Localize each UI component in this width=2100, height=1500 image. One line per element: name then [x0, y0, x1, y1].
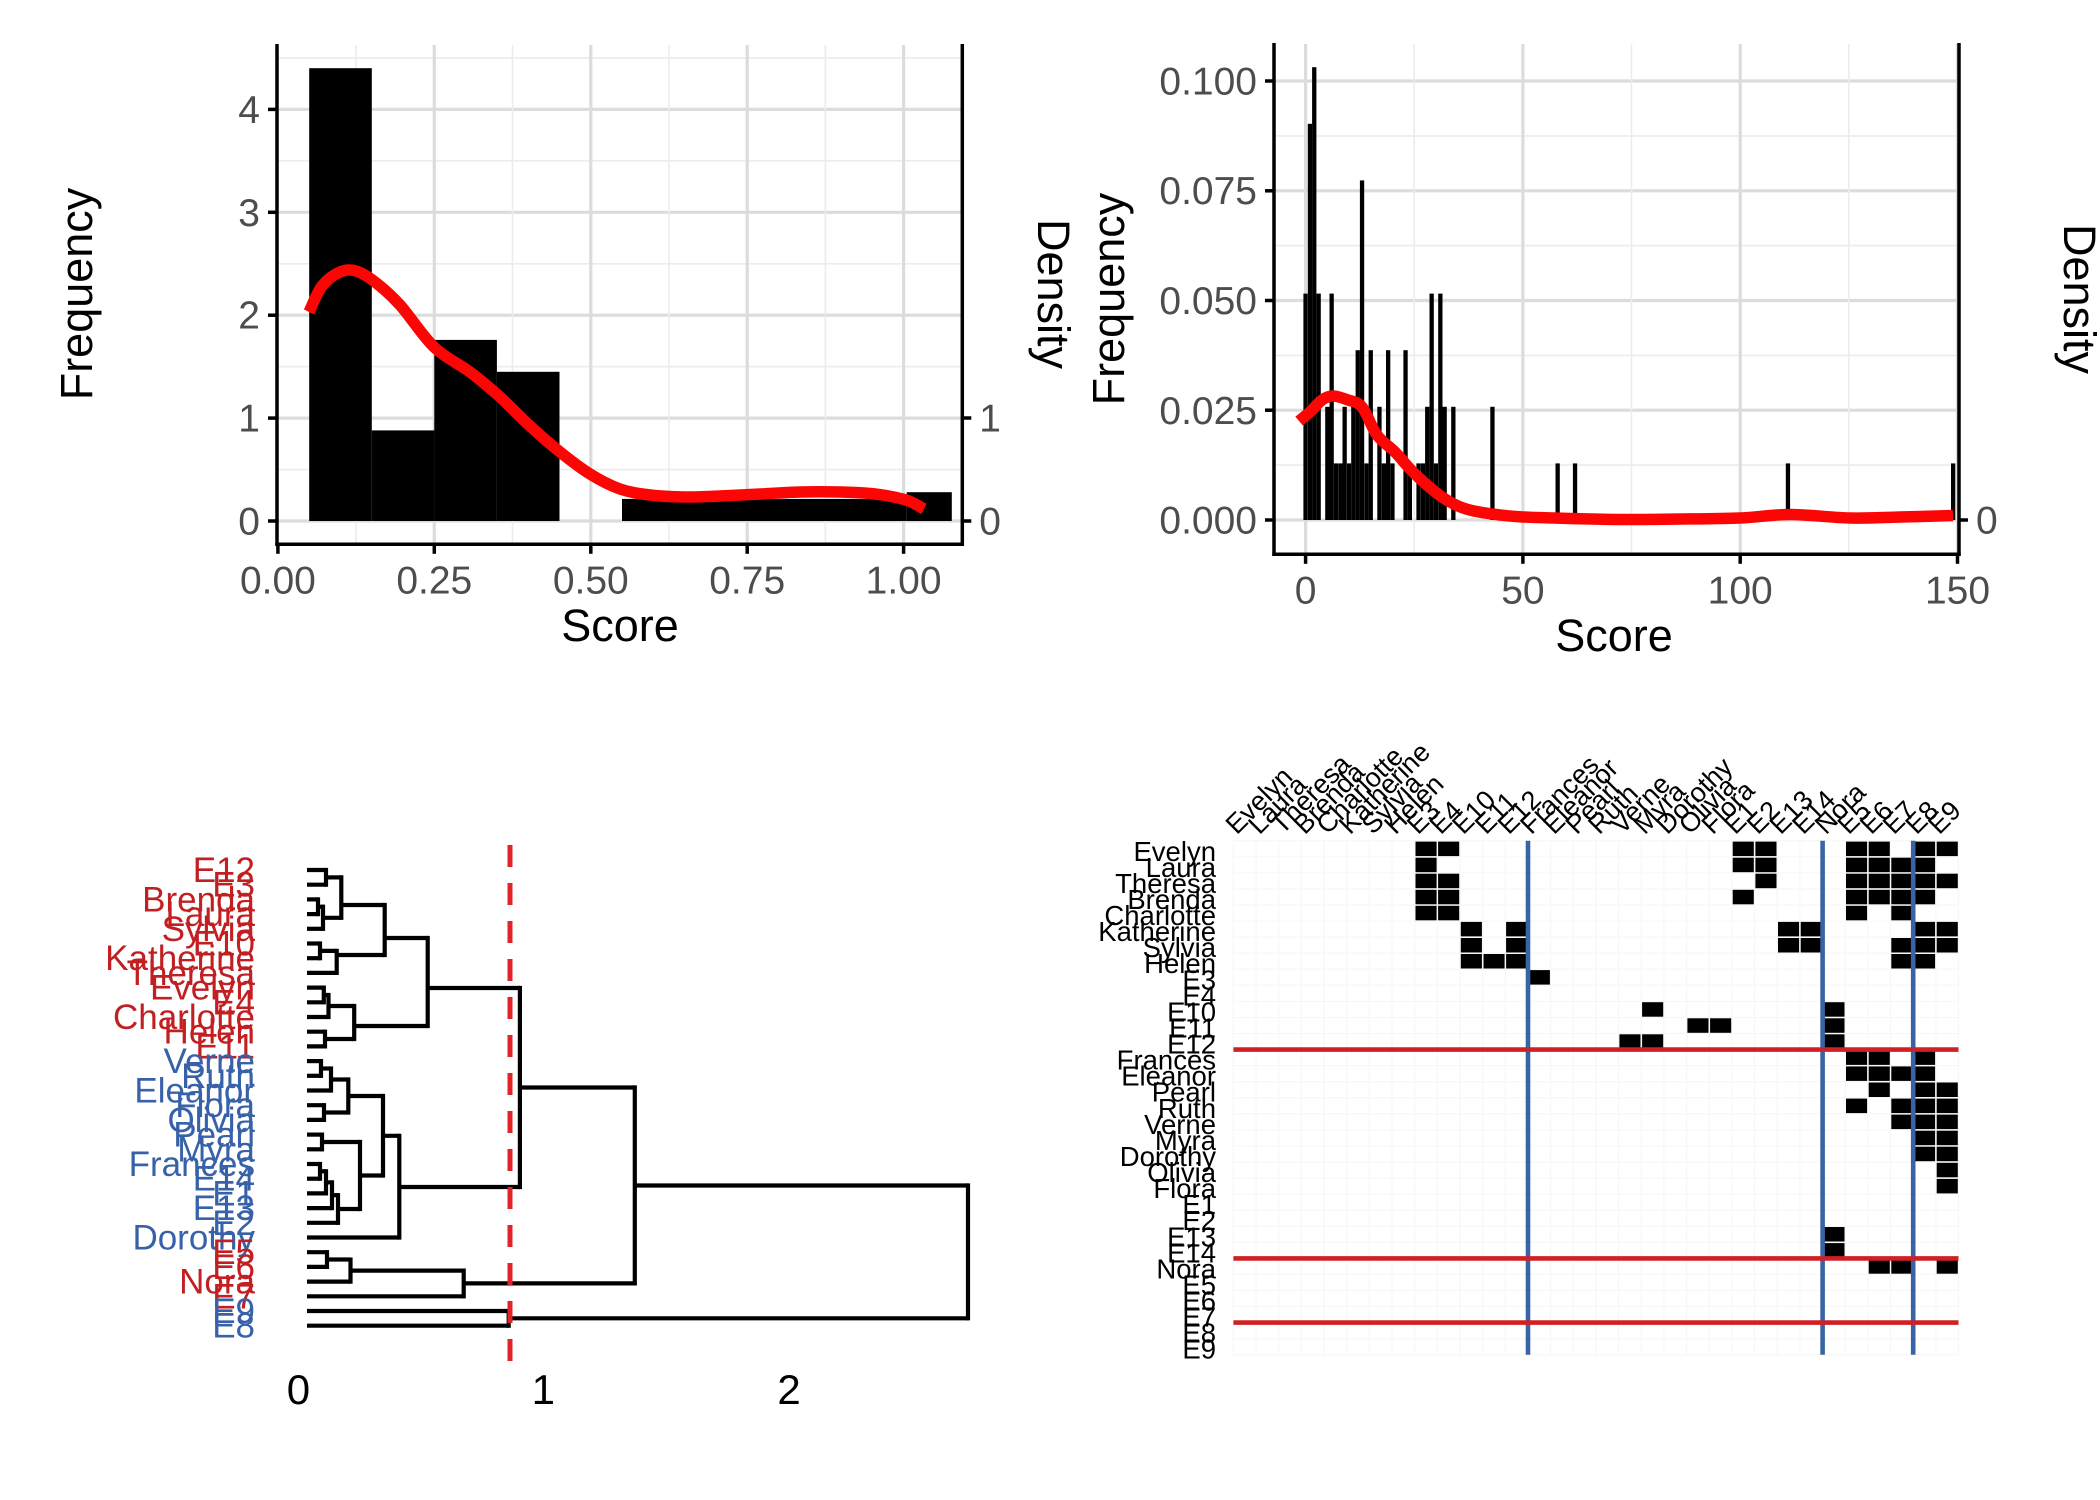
svg-text:Katherine: Katherine [105, 939, 255, 978]
svg-text:E4: E4 [1182, 980, 1216, 1011]
svg-text:E3: E3 [212, 866, 255, 905]
svg-text:Frequency: Frequency [1083, 192, 1134, 405]
svg-text:2: 2 [238, 295, 260, 338]
svg-text:1.00: 1.00 [866, 560, 942, 603]
svg-text:150: 150 [1925, 570, 1990, 613]
svg-text:Verne: Verne [164, 1042, 255, 1081]
svg-text:Katherine: Katherine [1098, 916, 1216, 947]
svg-text:0.50: 0.50 [553, 560, 629, 603]
svg-text:0: 0 [1295, 570, 1317, 613]
svg-text:Olivia: Olivia [1147, 1157, 1216, 1188]
svg-text:Sylvia: Sylvia [162, 910, 256, 949]
svg-text:Olivia: Olivia [167, 1101, 255, 1140]
svg-text:Eleanor: Eleanor [1121, 1061, 1216, 1092]
svg-text:Theresa: Theresa [1115, 868, 1217, 899]
svg-text:3: 3 [238, 192, 260, 235]
svg-text:Density: Density [1028, 219, 1079, 370]
svg-text:4: 4 [238, 89, 260, 132]
svg-text:E3: E3 [1182, 964, 1216, 995]
svg-text:Charlotte: Charlotte [1104, 900, 1216, 931]
svg-text:Density: Density [2054, 224, 2100, 375]
svg-text:Frances: Frances [129, 1145, 255, 1184]
svg-text:100: 100 [1708, 570, 1773, 613]
svg-text:50: 50 [1501, 570, 1544, 613]
svg-text:0: 0 [979, 501, 1001, 544]
svg-text:E11: E11 [195, 1027, 255, 1066]
svg-text:Brenda: Brenda [1127, 884, 1216, 915]
svg-text:Score: Score [1555, 610, 1673, 661]
svg-text:E4: E4 [212, 983, 255, 1022]
svg-text:E5: E5 [212, 1233, 255, 1272]
svg-text:Flora: Flora [1153, 1173, 1216, 1204]
svg-text:E10: E10 [1167, 996, 1216, 1027]
svg-text:E14: E14 [193, 1160, 255, 1199]
svg-text:Laura: Laura [165, 895, 255, 934]
svg-text:E1: E1 [212, 1174, 255, 1213]
svg-text:0.000: 0.000 [1159, 500, 1257, 543]
svg-text:Myra: Myra [177, 1130, 255, 1169]
svg-text:E5: E5 [1182, 1269, 1216, 1300]
svg-text:Verne: Verne [1144, 1109, 1216, 1140]
svg-text:1: 1 [979, 398, 1001, 441]
svg-text:E9: E9 [1182, 1334, 1216, 1365]
svg-text:E2: E2 [212, 1204, 255, 1243]
svg-text:0: 0 [238, 501, 260, 544]
svg-text:Nora: Nora [179, 1263, 255, 1302]
svg-text:Dorothy: Dorothy [132, 1219, 255, 1258]
svg-text:0.075: 0.075 [1159, 170, 1257, 213]
svg-text:Frances: Frances [1117, 1045, 1216, 1076]
svg-text:0.00: 0.00 [240, 560, 316, 603]
svg-text:Charlotte: Charlotte [113, 998, 255, 1037]
svg-text:Helen: Helen [1144, 948, 1216, 979]
svg-text:E1: E1 [1182, 1189, 1216, 1220]
svg-text:0.025: 0.025 [1159, 390, 1257, 433]
svg-text:1: 1 [238, 398, 260, 441]
svg-text:0.75: 0.75 [709, 560, 785, 603]
svg-text:0: 0 [1976, 500, 1998, 543]
svg-text:Theresa: Theresa [127, 954, 256, 993]
svg-text:Helen: Helen [164, 1013, 255, 1052]
svg-text:Ruth: Ruth [1158, 1093, 1216, 1124]
svg-text:E12: E12 [193, 851, 255, 890]
svg-text:Nora: Nora [1156, 1253, 1216, 1284]
svg-text:E8: E8 [1182, 1318, 1216, 1349]
svg-text:E6: E6 [212, 1248, 255, 1287]
svg-text:E7: E7 [1182, 1302, 1216, 1333]
svg-text:Evelyn: Evelyn [1133, 836, 1216, 867]
svg-text:Laura: Laura [1146, 852, 1217, 883]
svg-text:Score: Score [561, 600, 679, 651]
svg-text:0.25: 0.25 [396, 560, 472, 603]
svg-text:E9: E9 [212, 1292, 255, 1331]
svg-text:Myra: Myra [1155, 1125, 1217, 1156]
svg-text:E6: E6 [1182, 1286, 1216, 1317]
svg-text:Dorothy: Dorothy [1120, 1141, 1217, 1172]
svg-text:0: 0 [287, 1366, 310, 1413]
svg-text:Brenda: Brenda [142, 880, 255, 919]
svg-text:2: 2 [777, 1366, 800, 1413]
svg-text:Pearl: Pearl [1152, 1077, 1216, 1108]
svg-text:Pearl: Pearl [173, 1116, 255, 1155]
svg-text:E7: E7 [212, 1277, 255, 1316]
svg-text:Frequency: Frequency [51, 187, 102, 400]
svg-text:E8: E8 [212, 1307, 255, 1346]
svg-text:E14: E14 [1167, 1237, 1216, 1268]
svg-text:1: 1 [532, 1366, 555, 1413]
svg-text:Eleanor: Eleanor [134, 1072, 255, 1111]
svg-text:E13: E13 [193, 1189, 255, 1228]
svg-text:E12: E12 [1167, 1029, 1216, 1060]
svg-text:E2: E2 [1182, 1205, 1216, 1236]
svg-text:0.050: 0.050 [1159, 280, 1257, 323]
svg-text:E13: E13 [1167, 1221, 1216, 1252]
svg-text:0.100: 0.100 [1159, 61, 1257, 104]
svg-text:Ruth: Ruth [181, 1057, 255, 1096]
svg-text:E11: E11 [1169, 1013, 1216, 1044]
svg-text:E10: E10 [193, 925, 255, 964]
svg-text:Flora: Flora [175, 1086, 255, 1125]
svg-text:Evelyn: Evelyn [150, 969, 255, 1008]
svg-text:Sylvia: Sylvia [1143, 932, 1217, 963]
